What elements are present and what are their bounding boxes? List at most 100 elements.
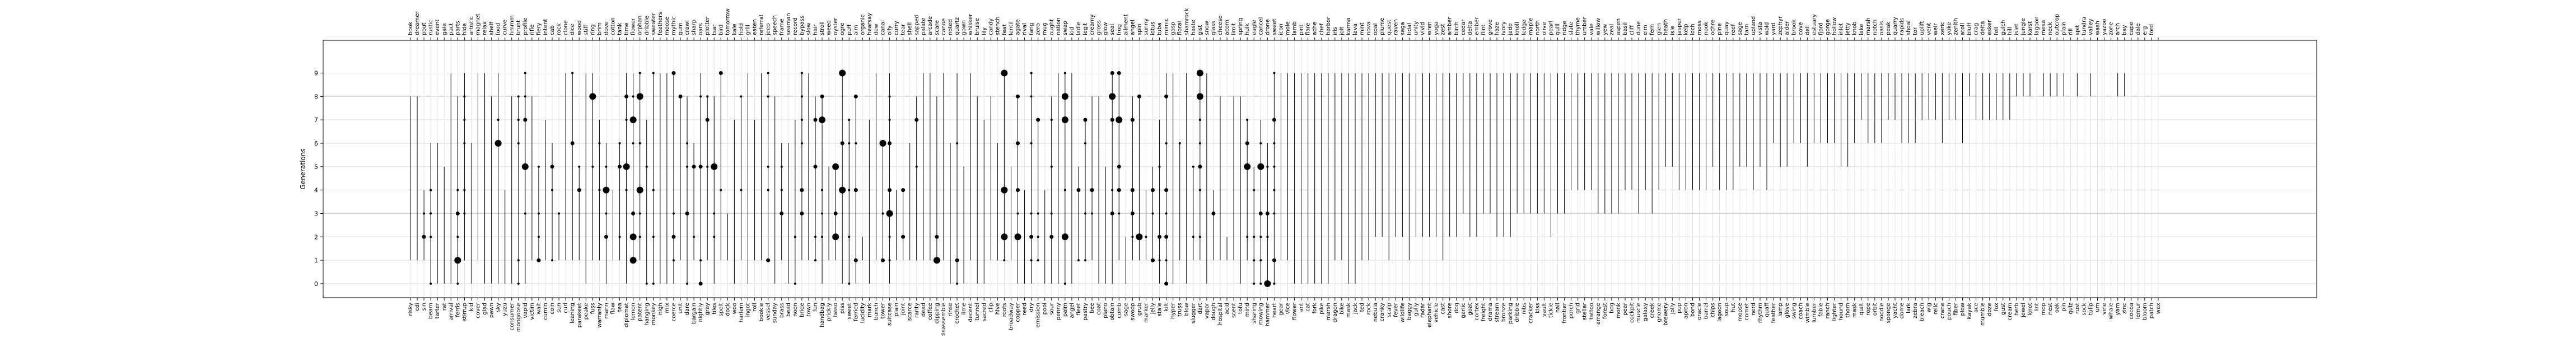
x-tick-label-bottom: disassemble: [941, 303, 947, 336]
x-tick-label-top: glow: [1103, 22, 1109, 35]
token-point: [1196, 69, 1203, 77]
x-tick-label-top: clone: [563, 20, 569, 35]
x-tick-label-top: angel: [1130, 20, 1136, 35]
token-point: [901, 234, 906, 239]
token-point: [1158, 259, 1161, 262]
x-tick-label-top: reef: [1730, 24, 1737, 35]
x-tick-label-bottom: herb: [2014, 303, 2020, 316]
token-point: [692, 165, 696, 169]
x-tick-label-top: speech: [772, 15, 778, 35]
token-point: [570, 141, 575, 145]
x-tick-label-top: aim: [853, 25, 859, 35]
x-tick-label-top: time: [624, 22, 630, 35]
token-point: [517, 259, 520, 262]
x-tick-label-bottom: crane: [1939, 303, 1945, 318]
x-tick-label-top: tor: [1912, 27, 1919, 35]
token-point: [1151, 188, 1155, 193]
token-point: [706, 165, 709, 168]
x-tick-label-top: marsh: [1865, 17, 1872, 35]
x-tick-label-top: limit: [1231, 23, 1237, 35]
token-point: [1272, 258, 1276, 262]
x-tick-label-top: oyster: [833, 17, 839, 35]
x-tick-label-bottom: tiles: [711, 303, 717, 314]
token-point: [853, 258, 858, 262]
x-tick-label-top: pout: [421, 22, 427, 35]
x-tick-label-top: glen: [1656, 23, 1662, 35]
x-tick-label-bottom: elephant: [1427, 303, 1433, 327]
token-point: [1246, 236, 1249, 238]
x-tick-label-top: north: [1534, 20, 1541, 35]
x-tick-label-top: fiery: [536, 22, 542, 35]
x-tick-label-bottom: brewery: [1663, 303, 1669, 326]
x-tick-label-top: valley: [2088, 18, 2094, 35]
x-tick-label-bottom: ferris: [455, 303, 461, 317]
token-point: [780, 165, 783, 168]
x-tick-label-top: yoga: [1434, 21, 1440, 35]
x-tick-label-top: cape: [2129, 22, 2135, 35]
x-tick-label-top: oily: [887, 25, 893, 35]
x-tick-label-top: nook: [1704, 21, 1710, 35]
x-tick-label-bottom: crochet: [954, 303, 960, 323]
x-tick-label-bottom: garlic: [1460, 303, 1467, 318]
x-tick-label-top: vista: [1757, 22, 1763, 35]
token-point: [933, 257, 940, 264]
x-tick-label-bottom: fable: [1818, 303, 1824, 317]
token-point: [1198, 165, 1202, 169]
x-tick-label-top: tidal: [1406, 23, 1412, 35]
x-tick-label-top: seal: [1109, 24, 1116, 35]
x-tick-label-bottom: quiz: [2068, 303, 2074, 314]
x-axis-top: book dreamer pout rustic event gale pact parts h…: [408, 8, 2159, 40]
token-point: [1253, 236, 1256, 238]
x-tick-label-bottom: town: [806, 303, 812, 317]
x-tick-label-bottom: noodle: [1879, 303, 1885, 322]
grid: [323, 40, 2317, 298]
x-tick-label-top: bird: [718, 25, 724, 35]
x-tick-label-top: gulch: [2000, 20, 2006, 35]
x-tick-label-top: brunt: [516, 20, 522, 35]
x-tick-label-bottom: moose: [1737, 303, 1743, 321]
x-tick-label-top: tundra: [2081, 17, 2087, 35]
token-point: [671, 71, 676, 76]
token-point: [1110, 71, 1114, 76]
y-tick-label: 3: [314, 210, 318, 217]
token-point: [711, 163, 718, 170]
token-point: [901, 188, 906, 193]
x-tick-label-bottom: bleach: [1919, 303, 1925, 321]
x-tick-label-bottom: palm: [1062, 303, 1068, 317]
x-tick-label-bottom: tickle: [1548, 303, 1554, 318]
x-tick-label-bottom: sage: [1123, 303, 1129, 316]
x-tick-label-bottom: mix: [664, 303, 670, 313]
x-tick-label-top: pint: [1299, 25, 1305, 35]
token-point: [698, 281, 703, 286]
x-tick-label-top: spring: [1238, 18, 1244, 35]
token-point: [1091, 212, 1094, 215]
x-tick-label-top: nation: [1056, 17, 1062, 35]
token-point: [1016, 212, 1019, 215]
token-point: [813, 165, 818, 169]
token-point: [1253, 189, 1256, 191]
x-tick-label-top: quartz: [954, 17, 960, 35]
x-tick-label-bottom: tunnel: [974, 303, 981, 321]
x-tick-label-top: fern: [1649, 24, 1655, 35]
token-point: [813, 118, 818, 122]
x-tick-label-bottom: doze: [1987, 303, 1993, 316]
x-tick-label-bottom: lagoon: [1717, 303, 1723, 322]
x-tick-label-top: dune: [1636, 21, 1642, 35]
token-point: [618, 142, 621, 144]
token-point: [1050, 165, 1053, 168]
token-point: [1158, 234, 1162, 239]
x-tick-label-top: arcade: [927, 16, 934, 35]
token-point: [517, 282, 520, 285]
x-tick-label-top: pearl: [1548, 21, 1554, 35]
x-tick-label-top: sage: [1737, 22, 1743, 35]
token-point: [524, 72, 526, 74]
token-point: [840, 141, 844, 145]
token-point: [638, 72, 641, 74]
token-point: [1061, 116, 1068, 124]
x-tick-label-top: seaman: [786, 13, 792, 35]
x-tick-label-bottom: zebra: [1912, 303, 1919, 318]
x-tick-label-bottom: porch: [1569, 303, 1575, 318]
x-tick-label-bottom: truss: [1177, 303, 1183, 317]
x-tick-label-bottom: coin: [549, 303, 556, 314]
x-tick-label-top: snow: [1204, 21, 1210, 35]
